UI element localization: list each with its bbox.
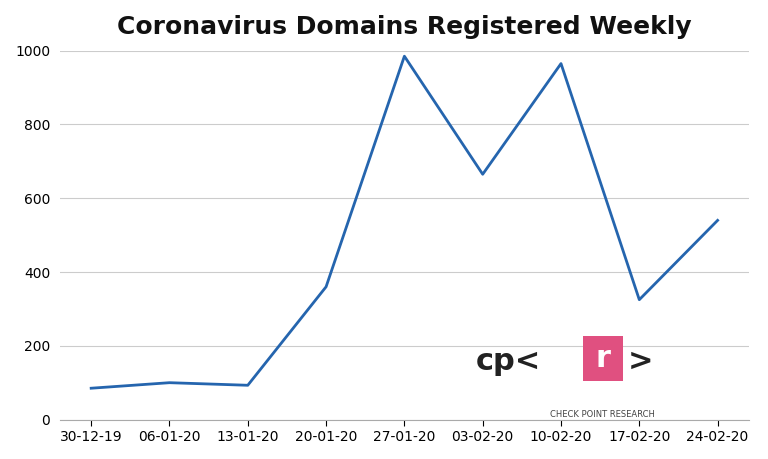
Title: Coronavirus Domains Registered Weekly: Coronavirus Domains Registered Weekly (117, 15, 692, 39)
Text: r: r (595, 344, 611, 373)
Text: >: > (628, 347, 654, 376)
FancyBboxPatch shape (583, 336, 623, 381)
Text: CHECK POINT RESEARCH: CHECK POINT RESEARCH (551, 410, 655, 419)
Text: cp<: cp< (476, 347, 541, 376)
